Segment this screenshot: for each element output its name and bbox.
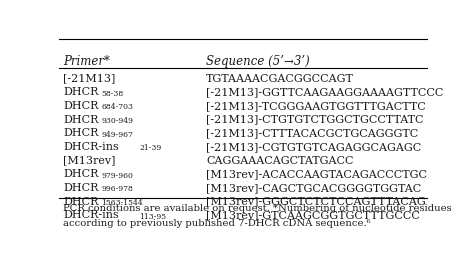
Text: CAGGAAACAGCTATGACC: CAGGAAACAGCTATGACC (206, 156, 354, 166)
Text: [-21M13]-CGTGTGTCAGAGGCAGAGC: [-21M13]-CGTGTGTCAGAGGCAGAGC (206, 142, 421, 152)
Text: DHCR: DHCR (63, 87, 98, 97)
Text: DHCR: DHCR (63, 197, 98, 207)
Text: [-21M13]-GGTTCAAGAAGGAAAAGTTCCC: [-21M13]-GGTTCAAGAAGGAAAAGTTCCC (206, 87, 444, 97)
Text: Sequence (5’→3’): Sequence (5’→3’) (206, 55, 310, 68)
Text: 684-703: 684-703 (101, 103, 133, 111)
Text: Primer*: Primer* (63, 55, 110, 68)
Text: [-21M13]-CTGTGTCTGGCTGCCTTATC: [-21M13]-CTGTGTCTGGCTGCCTTATC (206, 115, 424, 125)
Text: DHCR: DHCR (63, 183, 98, 193)
Text: DHCR: DHCR (63, 169, 98, 179)
Text: 21-39: 21-39 (139, 144, 162, 152)
Text: [-21M13]-CTTTACACGCTGCAGGGTC: [-21M13]-CTTTACACGCTGCAGGGTC (206, 128, 419, 138)
Text: DHCR: DHCR (63, 115, 98, 125)
Text: DHCR-ins: DHCR-ins (63, 142, 118, 152)
Text: 930-949: 930-949 (101, 117, 133, 125)
Text: 949-967: 949-967 (101, 131, 133, 139)
Text: DHCR-ins: DHCR-ins (63, 210, 118, 220)
Text: [M13rev]-ACACCAAGTACAGACCCTGC: [M13rev]-ACACCAAGTACAGACCCTGC (206, 169, 427, 179)
Text: [M13rev]-GTCAAGCGGTGCTTTGCCC: [M13rev]-GTCAAGCGGTGCTTTGCCC (206, 210, 420, 220)
Text: DHCR: DHCR (63, 101, 98, 111)
Text: 58-38: 58-38 (101, 90, 123, 98)
Text: 996-978: 996-978 (101, 186, 133, 193)
Text: DHCR: DHCR (63, 128, 98, 138)
Text: according to previously published 7-DHCR cDNA sequence.⁶: according to previously published 7-DHCR… (63, 219, 371, 228)
Text: TGTAAAACGACGGCCAGT: TGTAAAACGACGGCCAGT (206, 74, 354, 84)
Text: [M13rev]-CAGCTGCACGGGGTGGTAC: [M13rev]-CAGCTGCACGGGGTGGTAC (206, 183, 421, 193)
Text: 113-95: 113-95 (139, 213, 166, 221)
Text: 1563-1544: 1563-1544 (101, 199, 143, 207)
Text: 979-960: 979-960 (101, 172, 133, 180)
Text: PCR conditions are available on request. *Numbering of nucleotide residues: PCR conditions are available on request.… (63, 204, 452, 213)
Text: [M13rev]: [M13rev] (63, 156, 116, 166)
Text: [-21M13]-TCGGGAAGTGGTTTGACTTC: [-21M13]-TCGGGAAGTGGTTTGACTTC (206, 101, 426, 111)
Text: [M13rev]-GGGCTCTCTCCAGTTTACAG: [M13rev]-GGGCTCTCTCCAGTTTACAG (206, 197, 426, 207)
Text: [-21M13]: [-21M13] (63, 74, 115, 84)
